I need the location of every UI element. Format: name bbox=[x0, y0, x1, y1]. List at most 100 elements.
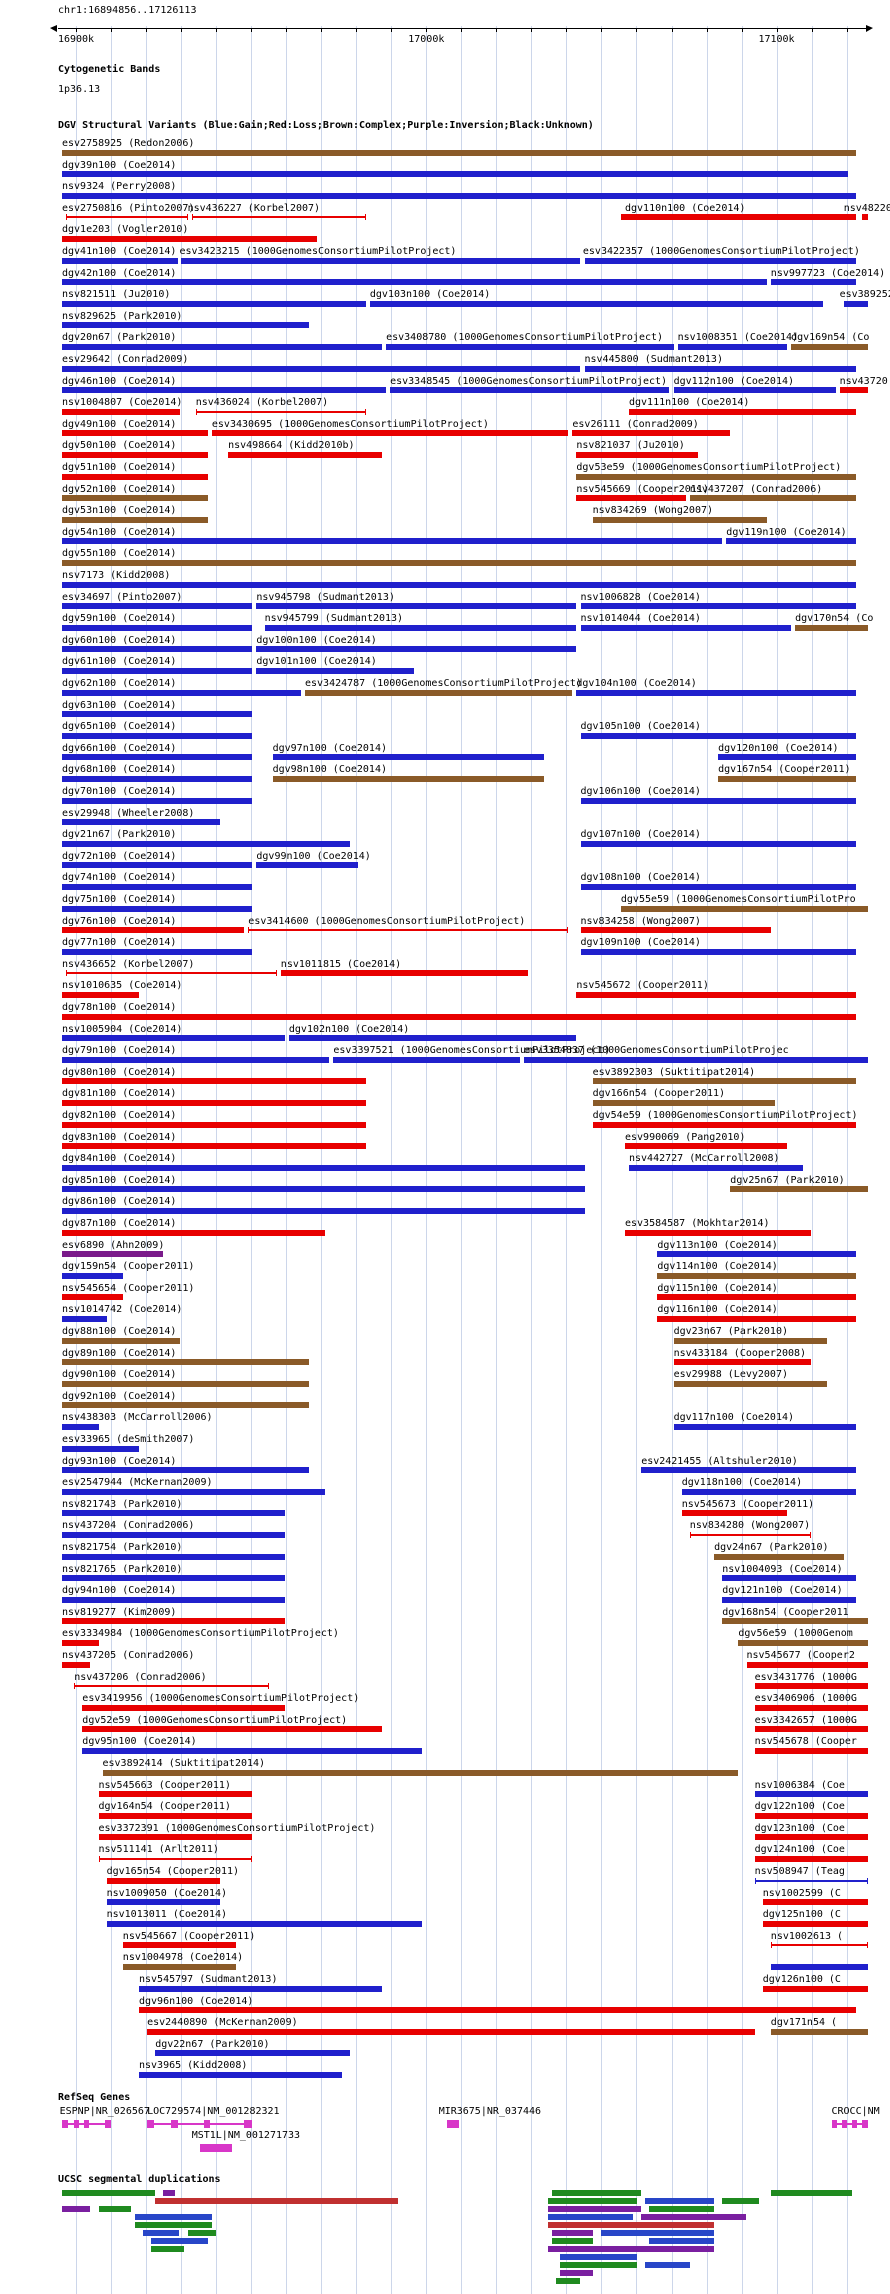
variant-bar[interactable] bbox=[62, 1553, 285, 1560]
gene-exon[interactable] bbox=[74, 2120, 80, 2128]
segdup-bar[interactable] bbox=[143, 2230, 180, 2236]
segdup-bar[interactable] bbox=[155, 2198, 399, 2204]
variant-bar[interactable] bbox=[843, 300, 868, 307]
variant-bar[interactable] bbox=[673, 1359, 812, 1366]
variant-bar[interactable] bbox=[62, 300, 366, 307]
variant-bar[interactable] bbox=[770, 279, 856, 286]
variant-bar[interactable] bbox=[862, 214, 868, 221]
segdup-bar[interactable] bbox=[134, 2214, 212, 2220]
variant-bar[interactable] bbox=[592, 1121, 856, 1128]
variant-bar[interactable] bbox=[726, 538, 856, 545]
variant-bar[interactable] bbox=[795, 624, 868, 631]
variant-bar[interactable] bbox=[256, 646, 577, 653]
gene-exon[interactable] bbox=[244, 2120, 253, 2128]
variant-bar[interactable] bbox=[681, 1510, 787, 1517]
segdup-bar[interactable] bbox=[548, 2214, 634, 2220]
variant-bar[interactable] bbox=[122, 1963, 237, 1970]
variant-bar[interactable] bbox=[139, 2071, 342, 2078]
variant-bar[interactable] bbox=[62, 883, 253, 890]
variant-bar[interactable] bbox=[62, 840, 350, 847]
variant-bar[interactable] bbox=[272, 754, 544, 761]
variant-bar[interactable] bbox=[62, 171, 848, 178]
variant-bar[interactable] bbox=[98, 1855, 253, 1862]
variant-bar[interactable] bbox=[62, 819, 220, 826]
variant-bar[interactable] bbox=[673, 1423, 856, 1430]
variant-bar[interactable] bbox=[62, 1359, 310, 1366]
segdup-bar[interactable] bbox=[62, 2190, 156, 2196]
variant-bar[interactable] bbox=[390, 387, 670, 394]
gene-exon[interactable] bbox=[842, 2120, 847, 2128]
variant-bar[interactable] bbox=[62, 365, 581, 372]
variant-bar[interactable] bbox=[592, 1099, 775, 1106]
variant-bar[interactable] bbox=[62, 516, 208, 523]
gene-exon[interactable] bbox=[62, 2120, 68, 2128]
variant-bar[interactable] bbox=[754, 1877, 869, 1884]
variant-bar[interactable] bbox=[62, 408, 180, 415]
variant-bar[interactable] bbox=[689, 495, 856, 502]
variant-bar[interactable] bbox=[770, 2028, 868, 2035]
segdup-bar[interactable] bbox=[722, 2198, 759, 2204]
gene-exon[interactable] bbox=[861, 2120, 868, 2128]
variant-bar[interactable] bbox=[98, 1812, 253, 1819]
variant-bar[interactable] bbox=[62, 1294, 123, 1301]
gene-exon[interactable] bbox=[831, 2120, 838, 2128]
variant-bar[interactable] bbox=[576, 991, 856, 998]
gene-intron-line[interactable] bbox=[147, 2123, 253, 2125]
variant-bar[interactable] bbox=[62, 948, 253, 955]
variant-bar[interactable] bbox=[62, 1467, 310, 1474]
variant-bar[interactable] bbox=[762, 1985, 868, 1992]
variant-bar[interactable] bbox=[62, 1078, 366, 1085]
variant-bar[interactable] bbox=[147, 2028, 755, 2035]
segdup-bar[interactable] bbox=[134, 2222, 212, 2228]
variant-bar[interactable] bbox=[754, 1812, 868, 1819]
variant-bar[interactable] bbox=[839, 387, 868, 394]
segdup-bar[interactable] bbox=[560, 2270, 593, 2276]
variant-bar[interactable] bbox=[62, 1531, 285, 1538]
variant-bar[interactable] bbox=[620, 214, 856, 221]
variant-bar[interactable] bbox=[657, 1251, 856, 1258]
variant-bar[interactable] bbox=[62, 1380, 310, 1387]
segdup-bar[interactable] bbox=[552, 2230, 593, 2236]
variant-bar[interactable] bbox=[256, 862, 358, 869]
variant-bar[interactable] bbox=[62, 343, 382, 350]
variant-bar[interactable] bbox=[677, 343, 787, 350]
variant-bar[interactable] bbox=[228, 451, 382, 458]
variant-bar[interactable] bbox=[762, 1920, 868, 1927]
gene-exon[interactable] bbox=[171, 2120, 178, 2128]
variant-bar[interactable] bbox=[754, 1791, 868, 1798]
variant-bar[interactable] bbox=[657, 1294, 856, 1301]
variant-bar[interactable] bbox=[82, 1726, 382, 1733]
variant-bar[interactable] bbox=[592, 516, 767, 523]
variant-bar[interactable] bbox=[191, 214, 367, 221]
variant-bar[interactable] bbox=[211, 430, 569, 437]
segdup-bar[interactable] bbox=[649, 2206, 715, 2212]
variant-bar[interactable] bbox=[256, 667, 415, 674]
variant-bar[interactable] bbox=[369, 300, 824, 307]
variant-bar[interactable] bbox=[74, 1683, 269, 1690]
variant-bar[interactable] bbox=[580, 732, 856, 739]
variant-bar[interactable] bbox=[305, 689, 573, 696]
variant-bar[interactable] bbox=[657, 1315, 856, 1322]
segdup-bar[interactable] bbox=[649, 2238, 715, 2244]
variant-bar[interactable] bbox=[770, 1942, 869, 1949]
variant-bar[interactable] bbox=[62, 1596, 285, 1603]
segdup-bar[interactable] bbox=[641, 2214, 747, 2220]
variant-bar[interactable] bbox=[62, 624, 253, 631]
variant-bar[interactable] bbox=[62, 1229, 326, 1236]
variant-bar[interactable] bbox=[62, 1035, 285, 1042]
variant-bar[interactable] bbox=[62, 1488, 326, 1495]
variant-bar[interactable] bbox=[62, 430, 208, 437]
variant-bar[interactable] bbox=[62, 1099, 366, 1106]
gene-exon[interactable] bbox=[105, 2120, 111, 2128]
segdup-bar[interactable] bbox=[98, 2206, 131, 2212]
variant-bar[interactable] bbox=[62, 559, 856, 566]
variant-bar[interactable] bbox=[754, 1704, 868, 1711]
variant-bar[interactable] bbox=[791, 343, 868, 350]
variant-bar[interactable] bbox=[62, 1315, 107, 1322]
gene-exon[interactable] bbox=[851, 2120, 857, 2128]
variant-bar[interactable] bbox=[62, 1164, 585, 1171]
variant-bar[interactable] bbox=[754, 1683, 868, 1690]
variant-bar[interactable] bbox=[62, 1013, 856, 1020]
variant-bar[interactable] bbox=[264, 624, 577, 631]
variant-bar[interactable] bbox=[139, 1985, 382, 1992]
